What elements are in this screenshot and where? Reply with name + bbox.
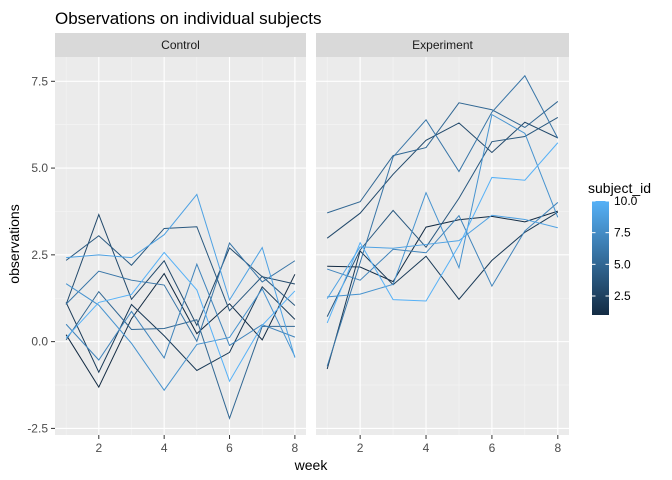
x-tick-label: 4 [423,441,430,455]
facet-label: Experiment [412,38,473,52]
series-line-subject-6 [326,74,559,367]
y-tick-label: 2.5 [31,248,48,262]
series-line-subject-3 [65,213,295,327]
x-axis-title: week [294,457,329,473]
y-axis: -2.5 0.0 2.5 5.0 7.5 [27,74,55,435]
x-tick-label: 6 [226,441,233,455]
series-line-subject-8 [65,283,296,392]
legend-title: subject_id [588,180,651,196]
x-tick-label: 6 [489,441,496,455]
panel-control: Control 2 4 6 8 [55,33,306,455]
facet-strip [55,33,306,57]
series-line-subject-9 [326,214,558,299]
series-line-subject-9 [66,193,296,358]
series-line-subject-5 [65,290,295,420]
y-axis-title: observations [6,204,22,283]
panel-background [316,57,569,435]
facet-label: Control [161,38,200,52]
panels: Control 2 4 6 8 Experiment 2 4 6 8 [55,33,569,455]
x-tick-label: 2 [95,441,102,455]
y-tick-label: 7.5 [31,74,48,88]
series-line-subject-6 [65,242,296,343]
panel-background [55,57,306,435]
legend-label: 10.0 [614,194,638,208]
series-line-subject-4 [65,226,296,312]
series-line-subject-7 [327,202,559,288]
x-tick-label: 4 [161,441,168,455]
series-line-subject-7 [65,262,296,361]
x-tick-label: 8 [554,441,561,455]
legend-label: 5.0 [614,257,631,271]
y-tick-label: -2.5 [27,421,48,435]
series-line-subject-8 [327,113,559,298]
legend-label: 2.5 [614,289,631,303]
panel-experiment: Experiment 2 4 6 8 [316,33,569,455]
facet-strip [316,33,569,57]
legend-label: 7.5 [614,226,631,240]
series-line-subject-3 [326,121,559,239]
series-line-subject-10 [326,142,559,324]
x-tick-label: 2 [357,441,364,455]
y-tick-label: 0.0 [31,335,48,349]
legend-colorbar [592,201,609,315]
color-legend: subject_id 2.5 5.0 7.5 10.0 [588,180,651,315]
series-line-subject-5 [327,101,559,214]
chart-title: Observations on individual subjects [55,9,321,28]
x-tick-label: 8 [292,441,299,455]
series-line-subject-2 [326,211,559,370]
y-tick-label: 5.0 [31,161,48,175]
series-line-subject-10 [65,251,296,383]
